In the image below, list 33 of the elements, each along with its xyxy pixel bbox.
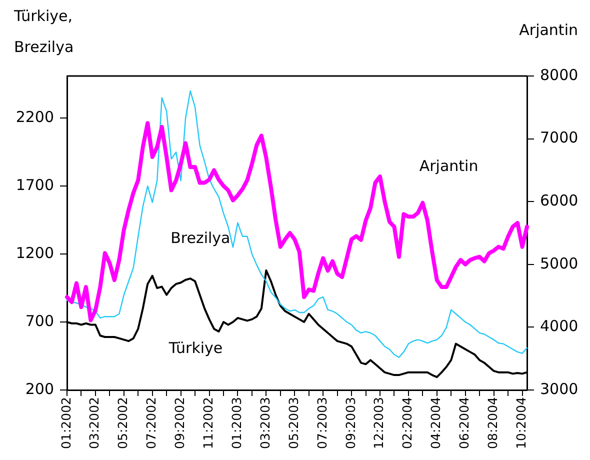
y2-axis-title: Arjantin bbox=[519, 20, 578, 39]
x-tick-label: 10:2004 bbox=[514, 396, 529, 449]
x-tick-label: 07:2002 bbox=[144, 397, 159, 449]
x-tick-label: 08:2004 bbox=[485, 396, 500, 449]
y2-tick-label: 6000 bbox=[540, 191, 578, 210]
y-axis-title: Türkiye, Brezilya bbox=[13, 6, 74, 56]
x-tick-label: 09:2003 bbox=[342, 397, 358, 449]
x-tick-label: 05:2002 bbox=[115, 397, 130, 449]
x-tick-label: 01:2002 bbox=[58, 397, 74, 449]
x-tick-label: 05:2003 bbox=[286, 397, 301, 449]
y2-tick-label: 4000 bbox=[540, 317, 578, 336]
y-tick-label: 1700 bbox=[16, 176, 54, 194]
y2-tick-label: 3000 bbox=[540, 380, 578, 398]
series-label: Türkiye bbox=[168, 339, 223, 358]
x-tick-label: 03:2003 bbox=[257, 397, 272, 449]
y-tick-label: 200 bbox=[25, 380, 54, 398]
x-tick-label: 11:2002 bbox=[200, 397, 216, 449]
y2-tick-label: 5000 bbox=[540, 254, 578, 272]
x-tick-label: 06:2004 bbox=[456, 396, 472, 449]
series-label: Brezilya bbox=[170, 229, 230, 248]
y-tick-label: 700 bbox=[25, 312, 54, 330]
x-tick-label: 12:2003 bbox=[371, 397, 386, 449]
y-tick-label: 1200 bbox=[16, 244, 54, 262]
x-tick-label: 09:2002 bbox=[172, 397, 188, 449]
x-tick-label: 07:2003 bbox=[314, 397, 330, 449]
x-tick-label: 03:2002 bbox=[86, 397, 102, 449]
x-tick-label: 01:2003 bbox=[228, 397, 244, 449]
y-tick-label: 2200 bbox=[16, 108, 54, 126]
y2-tick-label: 7000 bbox=[540, 128, 578, 147]
x-tick-label: 04:2004 bbox=[428, 396, 444, 449]
series-label: Arjantin bbox=[419, 156, 478, 175]
y2-tick-label: 8000 bbox=[540, 66, 578, 84]
x-tick-label: 02:2004 bbox=[400, 396, 415, 449]
